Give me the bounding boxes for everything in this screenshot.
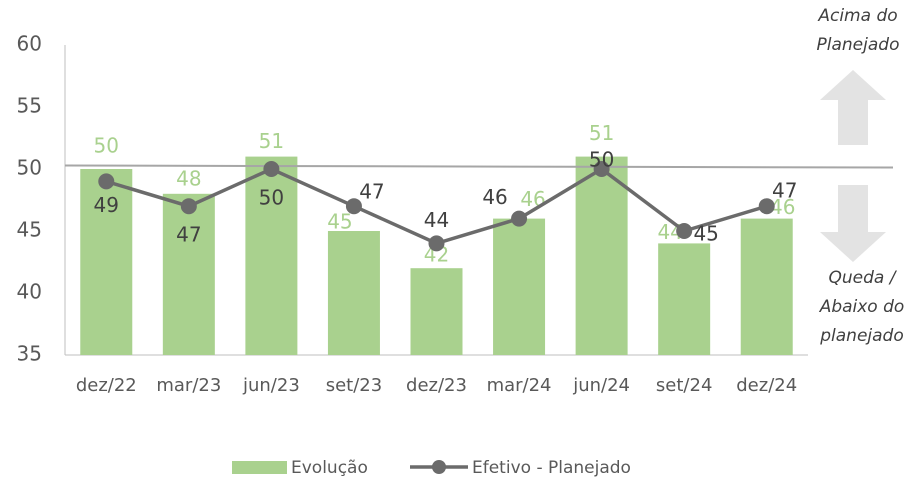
- bar-label: 50: [94, 134, 119, 158]
- bar-label: 51: [589, 121, 614, 145]
- x-tick-label: jun/23: [242, 375, 300, 396]
- line-label: 50: [259, 186, 284, 210]
- line-marker: [758, 198, 775, 215]
- bar: [493, 218, 546, 355]
- y-tick-label: 55: [17, 94, 42, 118]
- line-label: 45: [693, 222, 718, 246]
- line-marker: [511, 210, 528, 227]
- bar: [740, 218, 793, 355]
- x-tick-label: set/23: [326, 375, 382, 396]
- line-label: 49: [94, 193, 119, 217]
- x-tick-label: dez/23: [406, 375, 467, 396]
- y-tick-label: 45: [17, 218, 42, 242]
- x-tick-label: mar/23: [156, 375, 221, 396]
- line-label: 46: [482, 185, 507, 209]
- legend-swatch: [232, 461, 287, 474]
- bar: [575, 156, 628, 355]
- legend-label: Efetivo - Planejado: [472, 458, 631, 478]
- bar: [327, 231, 380, 355]
- line-marker: [263, 161, 280, 177]
- y-tick-label: 35: [17, 342, 42, 366]
- bar: [658, 243, 711, 355]
- y-tick-label: 50: [17, 156, 42, 180]
- annotation: Acima do: [817, 6, 897, 26]
- x-tick-label: jun/24: [572, 375, 630, 396]
- legend-label: Evolução: [291, 458, 368, 478]
- y-tick-label: 40: [17, 280, 42, 304]
- x-tick-label: mar/24: [487, 375, 552, 396]
- x-tick-label: dez/24: [736, 375, 797, 396]
- line-label: 50: [589, 148, 614, 172]
- down-arrow: [820, 185, 886, 262]
- bar: [80, 169, 133, 355]
- annotation: planejado: [819, 326, 904, 346]
- line-label: 47: [176, 223, 201, 247]
- line-marker: [98, 173, 115, 190]
- annotation: Queda /: [829, 268, 898, 288]
- bar: [410, 268, 463, 355]
- line-label: 47: [772, 179, 797, 203]
- legend-swatch: [432, 460, 446, 474]
- line-marker: [180, 198, 197, 215]
- up-arrow: [820, 70, 886, 145]
- annotation: Planejado: [817, 35, 900, 55]
- bar-label: 48: [176, 166, 201, 190]
- annotation: Abaixo do: [819, 297, 905, 317]
- line-label: 47: [359, 180, 384, 204]
- line-marker: [593, 161, 610, 177]
- bar-label: 46: [520, 187, 545, 211]
- line-marker: [428, 235, 445, 252]
- reference-line: [64, 164, 894, 169]
- bar-label: 45: [327, 210, 352, 234]
- bar: [162, 193, 215, 355]
- bar-label: 51: [259, 129, 284, 153]
- bar: [245, 156, 298, 355]
- line-label: 44: [424, 208, 449, 232]
- y-tick-label: 60: [17, 32, 42, 56]
- x-tick-label: set/24: [656, 375, 712, 396]
- line-marker: [676, 223, 693, 239]
- line-marker: [345, 198, 362, 215]
- x-tick-label: dez/22: [76, 375, 137, 396]
